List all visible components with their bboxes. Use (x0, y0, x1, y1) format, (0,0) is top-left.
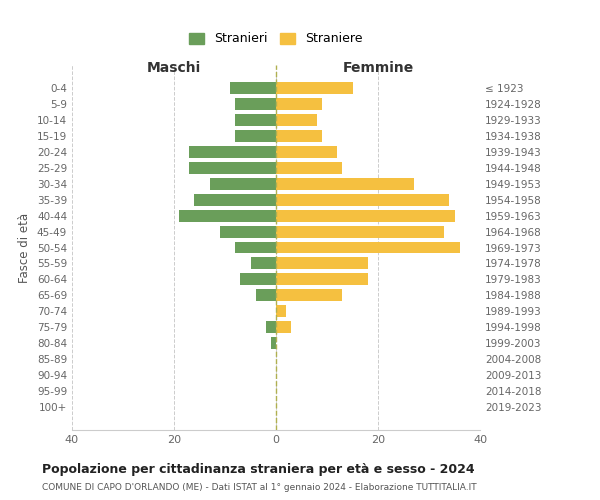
Bar (276, 146, 337, 158)
Text: Femmine: Femmine (343, 61, 413, 75)
Bar (276, 194, 449, 205)
Bar (276, 98, 322, 110)
Bar (276, 210, 455, 222)
Bar (230, 82, 276, 94)
Bar (276, 178, 414, 190)
Bar (276, 82, 353, 94)
Bar (276, 226, 444, 237)
Bar (190, 146, 276, 158)
Bar (220, 226, 276, 237)
Bar (276, 258, 368, 270)
Bar (256, 290, 276, 302)
Bar (240, 274, 276, 285)
Bar (276, 130, 322, 141)
Bar (179, 210, 276, 222)
Bar (235, 130, 276, 141)
Bar (276, 290, 342, 302)
Bar (276, 114, 317, 126)
Bar (276, 162, 342, 173)
Legend: Stranieri, Straniere: Stranieri, Straniere (184, 28, 368, 50)
Bar (276, 242, 460, 254)
Bar (276, 322, 292, 334)
Bar (266, 322, 276, 334)
Bar (235, 114, 276, 126)
Text: Popolazione per cittadinanza straniera per età e sesso - 2024: Popolazione per cittadinanza straniera p… (42, 462, 475, 475)
Y-axis label: Fasce di età: Fasce di età (19, 212, 31, 282)
Bar (276, 274, 368, 285)
Text: COMUNE DI CAPO D'ORLANDO (ME) - Dati ISTAT al 1° gennaio 2024 - Elaborazione TUT: COMUNE DI CAPO D'ORLANDO (ME) - Dati IST… (42, 484, 476, 492)
Bar (210, 178, 276, 190)
Bar (235, 98, 276, 110)
Text: Maschi: Maschi (147, 61, 201, 75)
Bar (271, 338, 276, 349)
Bar (251, 258, 276, 270)
Bar (194, 194, 276, 205)
Bar (190, 162, 276, 173)
Bar (235, 242, 276, 254)
Bar (276, 306, 286, 318)
